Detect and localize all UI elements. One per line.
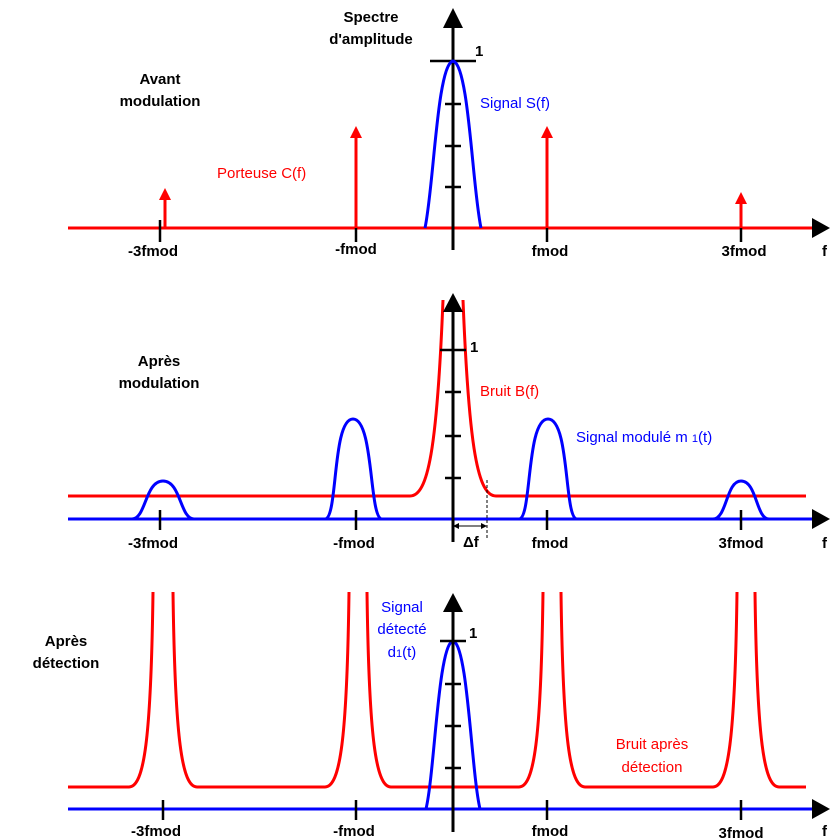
f-label-2: f — [822, 535, 828, 552]
panel-after-detection: Après détection 1 Signal détecté d1(t) B… — [33, 591, 830, 840]
f-label-1: f — [822, 243, 828, 260]
signal-peak-1 — [423, 59, 483, 229]
noise-curve — [68, 299, 806, 498]
tick-label: -fmod — [333, 535, 375, 552]
modulated-label-sub: 1 — [692, 433, 698, 445]
tick-label: -fmod — [335, 241, 377, 258]
y-axis-arrowhead-2 — [443, 293, 463, 312]
modulated-bump — [518, 417, 578, 521]
detected-label-end: (t) — [402, 644, 416, 661]
detected-label-line1: Signal — [381, 599, 423, 616]
modulated-bump — [131, 479, 195, 521]
modulated-label-main: Signal modulé m — [576, 429, 692, 446]
y-axis-title-line1: Spectre — [343, 9, 398, 26]
tick-label: -3fmod — [131, 823, 181, 840]
noise-label: Bruit B(f) — [480, 383, 539, 400]
panel3-title-line1: Après — [45, 633, 88, 650]
detected-label-line3: d1(t) — [388, 644, 417, 661]
tick-label: fmod — [532, 823, 569, 840]
tick-label: 3fmod — [719, 535, 764, 552]
tick-label: fmod — [532, 243, 569, 260]
carrier-label: Porteuse C(f) — [217, 165, 306, 182]
detected-label-main: d — [388, 644, 396, 661]
carrier-arrows — [159, 126, 747, 228]
detected-noise-label-line2: détection — [622, 759, 683, 776]
y-axis-arrowhead-3 — [443, 593, 463, 612]
tick-label: -3fmod — [128, 535, 178, 552]
modulated-bump — [712, 479, 770, 521]
y-axis-arrowhead-1 — [443, 8, 463, 28]
delta-f-label: Δf — [463, 534, 480, 551]
unit-mark-3: 1 — [469, 625, 477, 642]
panel3-title-line2: détection — [33, 655, 100, 672]
modulated-label: Signal modulé m 1(t) — [576, 429, 712, 446]
detected-noise-label-line1: Bruit après — [616, 736, 689, 753]
f-axis-arrowhead-1 — [812, 218, 830, 238]
tick-label: 3fmod — [719, 825, 764, 840]
tick-label: -3fmod — [128, 243, 178, 260]
detected-label-sub: 1 — [396, 648, 402, 660]
tick-label: 3fmod — [722, 243, 767, 260]
detected-noise-curve — [68, 591, 806, 789]
panel2-title-line2: modulation — [119, 375, 200, 392]
panel-after-modulation: Après modulation 1 Δf Bruit B(f) Signal — [68, 293, 830, 552]
f-label-3: f — [822, 823, 828, 840]
panel1-title-line2: modulation — [120, 93, 201, 110]
panel2-title-line1: Après — [138, 353, 181, 370]
unit-mark-1: 1 — [475, 43, 483, 60]
f-axis-arrowhead-2 — [812, 509, 830, 529]
modulated-label-end: (t) — [698, 429, 712, 446]
y-axis-title-line2: d'amplitude — [329, 31, 413, 48]
modulated-bump — [324, 417, 383, 521]
unit-mark-2: 1 — [470, 339, 478, 356]
signal-label-1: Signal S(f) — [480, 95, 550, 112]
tick-label: fmod — [532, 535, 569, 552]
f-axis-arrowhead-3 — [812, 799, 830, 819]
detected-label-line2: détecté — [377, 621, 426, 638]
tick-label: -fmod — [333, 823, 375, 840]
panel-before-modulation: Avant modulation Spectre d'amplitude 1 — [68, 8, 830, 260]
panel1-title-line1: Avant — [139, 71, 180, 88]
